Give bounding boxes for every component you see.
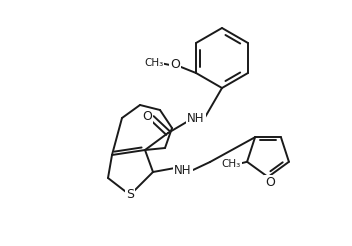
Text: O: O xyxy=(170,59,180,72)
Text: O: O xyxy=(265,175,275,188)
Text: NH: NH xyxy=(187,112,205,125)
Text: S: S xyxy=(126,188,134,201)
Text: CH₃: CH₃ xyxy=(144,58,164,68)
Text: O: O xyxy=(142,110,152,123)
Text: CH₃: CH₃ xyxy=(221,159,241,169)
Text: NH: NH xyxy=(174,164,192,176)
